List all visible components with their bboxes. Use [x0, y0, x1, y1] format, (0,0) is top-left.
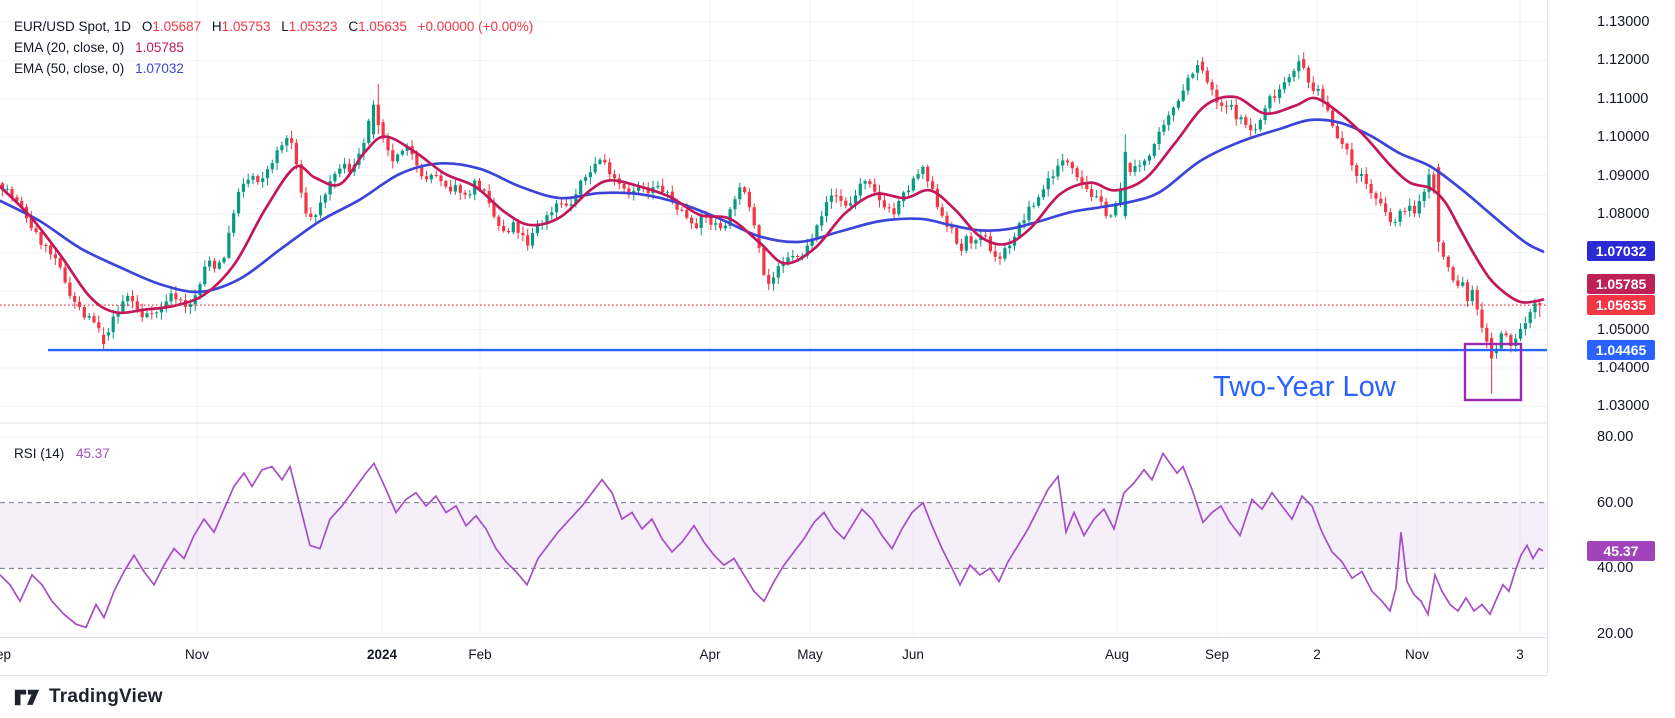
- low-label: L: [281, 19, 289, 34]
- ema20-line: [0, 95, 1545, 315]
- time-tick-label: Aug: [1104, 647, 1130, 662]
- close-label: C: [348, 19, 359, 34]
- time-tick-label: Apr: [699, 647, 721, 662]
- rsi-tick-label: 40.00: [1597, 560, 1634, 577]
- ema-lines: [0, 95, 1545, 315]
- time-tick-label: Sep: [0, 647, 12, 662]
- high-label: H: [211, 19, 222, 34]
- price-tick-label: 1.05000: [1597, 321, 1650, 338]
- brand-text: TradingView: [49, 686, 163, 707]
- open-value: 1.05687: [152, 19, 202, 34]
- time-tick-label: 2: [1313, 647, 1321, 662]
- ema20-label: EMA (20, close, 0): [14, 40, 125, 55]
- ema20-value: 1.05785: [135, 40, 184, 55]
- ema50-value: 1.07032: [135, 61, 184, 76]
- time-tick-label: Jun: [902, 647, 924, 662]
- last-price-badge: 1.05635: [1587, 295, 1655, 316]
- two-year-low-box[interactable]: [1463, 342, 1523, 402]
- symbol-title: EUR/USD Spot, 1D: [14, 19, 132, 34]
- price-tick-label: 1.13000: [1597, 14, 1650, 30]
- price-tick-label: 1.12000: [1597, 52, 1650, 69]
- tradingview-logo-icon: [14, 689, 40, 705]
- price-tick-label: 1.10000: [1597, 129, 1650, 146]
- price-tick-label: 1.09000: [1597, 167, 1650, 184]
- rsi-value: 45.37: [76, 446, 110, 461]
- low-value: 1.05323: [288, 19, 338, 34]
- rsi-label: RSI (14): [14, 446, 65, 461]
- rsi-tick-label: 60.00: [1597, 494, 1634, 511]
- rsi-tick-label: 20.00: [1597, 626, 1634, 642]
- tradingview-brand-link[interactable]: TradingView: [14, 686, 163, 708]
- two-year-low-annotation[interactable]: Two-Year Low: [1213, 371, 1396, 403]
- close-value: 1.05635: [358, 19, 407, 34]
- time-tick-label: Sep: [1204, 647, 1230, 662]
- ema50-price-badge: 1.07032: [1587, 241, 1655, 262]
- time-tick-label: Nov: [1404, 647, 1430, 662]
- time-tick-label: Feb: [468, 647, 492, 662]
- change-value: +0.00000 (+0.00%): [417, 19, 534, 34]
- rsi-value-badge: 45.37: [1587, 540, 1655, 561]
- ema50-label: EMA (50, close, 0): [14, 61, 125, 76]
- price-tick-label: 1.04000: [1597, 359, 1650, 376]
- main-pane-legend[interactable]: EUR/USD Spot, 1D O1.05687 H1.05753 L1.05…: [14, 16, 533, 79]
- time-tick-label: 2024: [366, 647, 398, 662]
- chart-canvas[interactable]: [0, 0, 1547, 637]
- ema50-legend-row[interactable]: EMA (50, close, 0) 1.07032: [14, 58, 533, 79]
- price-tick-label: 1.11000: [1597, 90, 1649, 107]
- rsi-legend-row[interactable]: RSI (14) 45.37: [14, 443, 110, 464]
- rsi-band: [0, 502, 1547, 569]
- time-tick-label: May: [797, 647, 823, 662]
- footer: TradingView: [0, 675, 1675, 718]
- open-label: O: [141, 19, 153, 34]
- price-axis[interactable]: 1.07032 1.05785 1.05635 1.04465 45.37 1.…: [1547, 0, 1675, 674]
- symbol-legend-row[interactable]: EUR/USD Spot, 1D O1.05687 H1.05753 L1.05…: [14, 16, 533, 37]
- ema20-legend-row[interactable]: EMA (20, close, 0) 1.05785: [14, 37, 533, 58]
- candlestick-series: [0, 52, 1542, 394]
- support-level-badge: 1.04465: [1587, 340, 1655, 361]
- rsi-tick-label: 80.00: [1597, 429, 1634, 445]
- time-axis[interactable]: Sep Nov 2024 Feb Apr May Jun Aug Sep 2 Nov 3: [0, 637, 1547, 676]
- price-tick-label: 1.03000: [1597, 398, 1650, 415]
- ema20-price-badge: 1.05785: [1587, 274, 1655, 295]
- time-tick-label: 3: [1516, 647, 1524, 662]
- price-tick-label: 1.08000: [1597, 206, 1650, 223]
- high-value: 1.05753: [221, 19, 271, 34]
- time-tick-label: Nov: [184, 647, 210, 662]
- rsi-line: [0, 451, 1544, 629]
